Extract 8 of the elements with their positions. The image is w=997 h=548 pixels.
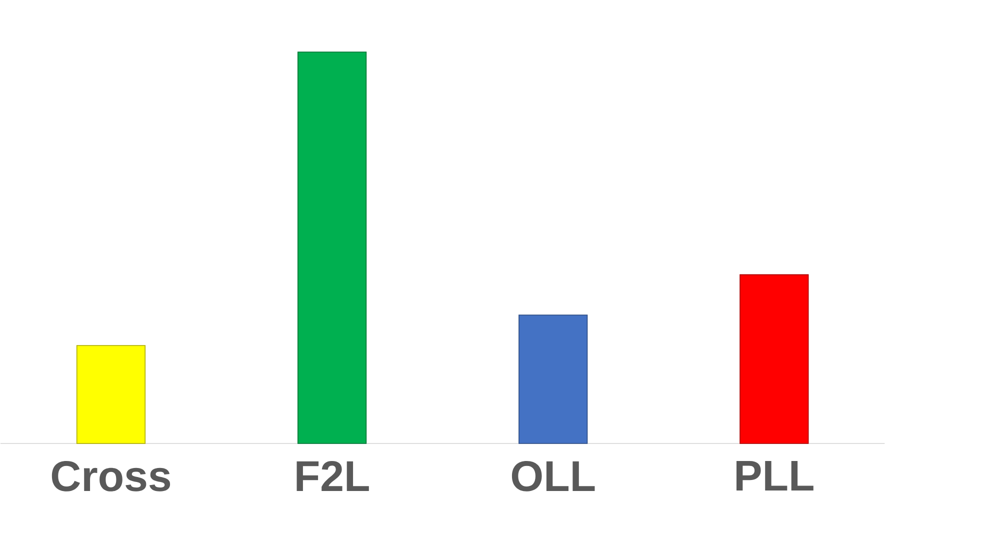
x-tick-label: PLL [736,461,814,491]
x-tick-label: OLL [512,461,595,492]
bar [76,345,146,444]
bar [518,314,588,444]
x-tick-label: Cross [52,461,170,492]
bar [740,274,809,444]
bar [297,52,367,444]
x-tick-label: F2L [296,461,369,492]
